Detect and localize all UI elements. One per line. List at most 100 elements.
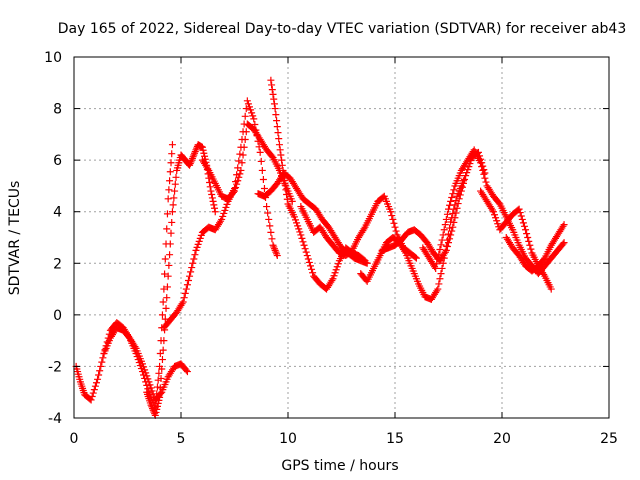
data-point xyxy=(450,218,458,226)
data-point xyxy=(276,146,284,154)
data-point xyxy=(97,362,105,370)
data-point xyxy=(217,217,225,225)
data-point xyxy=(332,266,340,274)
data-point xyxy=(142,378,150,386)
data-point xyxy=(168,150,176,158)
data-point xyxy=(274,129,282,137)
data-point xyxy=(295,225,303,233)
data-point xyxy=(169,201,177,209)
data-point xyxy=(197,231,205,239)
data-point xyxy=(137,365,145,373)
data-point xyxy=(103,338,111,346)
data-point xyxy=(183,281,191,289)
data-point xyxy=(243,97,251,105)
y-tick-label: 6 xyxy=(53,153,62,169)
data-point xyxy=(102,342,110,350)
data-point xyxy=(489,208,497,216)
data-point xyxy=(433,260,441,268)
data-point xyxy=(436,275,444,283)
data-point xyxy=(92,379,100,387)
data-point xyxy=(445,239,452,247)
data-point xyxy=(259,175,267,183)
data-point xyxy=(494,220,502,228)
data-point xyxy=(234,177,242,185)
data-point xyxy=(166,177,174,185)
data-point xyxy=(148,405,156,413)
data-point xyxy=(156,393,164,401)
data-point xyxy=(163,283,171,291)
data-point xyxy=(305,258,313,266)
data-point xyxy=(249,112,257,120)
data-point xyxy=(267,76,275,84)
data-point xyxy=(166,240,174,248)
data-point xyxy=(187,268,195,276)
data-point xyxy=(401,247,409,255)
data-point xyxy=(163,210,171,218)
data-point xyxy=(90,386,98,394)
data-point xyxy=(559,240,567,248)
data-point xyxy=(223,200,231,208)
data-point xyxy=(260,185,268,193)
data-point xyxy=(296,228,304,236)
data-point xyxy=(210,201,218,209)
data-point xyxy=(449,223,457,231)
data-point xyxy=(247,106,255,114)
data-point xyxy=(457,187,465,195)
data-point xyxy=(166,251,174,259)
data-point xyxy=(147,384,155,392)
data-point xyxy=(482,178,490,186)
data-point xyxy=(298,234,306,242)
data-point xyxy=(190,255,198,263)
data-point xyxy=(547,285,555,293)
data-point xyxy=(161,270,169,278)
series-sat-j xyxy=(378,148,489,265)
data-point xyxy=(518,215,526,223)
data-point xyxy=(277,151,285,159)
data-point xyxy=(188,154,196,162)
data-point xyxy=(179,298,187,306)
data-point xyxy=(235,157,243,165)
data-point xyxy=(520,222,528,230)
data-point xyxy=(156,384,164,392)
data-point xyxy=(265,215,273,223)
data-point xyxy=(448,227,456,235)
data-point xyxy=(437,241,445,249)
series-sat-l xyxy=(477,187,555,293)
data-point xyxy=(251,120,259,128)
data-point xyxy=(271,105,279,113)
data-point xyxy=(269,90,277,98)
data-point xyxy=(493,217,501,225)
data-point xyxy=(163,294,171,302)
data-point xyxy=(161,255,169,263)
data-point xyxy=(237,166,245,174)
data-point xyxy=(458,183,466,191)
data-point xyxy=(479,166,487,174)
plot-frame xyxy=(73,56,610,419)
axis-ticks: 0 5 10 15 20 25 -4 -2 0 2 4 6 8 10 xyxy=(44,50,618,447)
data-point xyxy=(360,256,368,264)
data-point xyxy=(245,103,253,111)
data-point xyxy=(291,216,299,224)
data-point xyxy=(389,215,397,223)
series-sat-b xyxy=(100,141,176,412)
data-point xyxy=(221,206,229,214)
data-point xyxy=(211,204,219,212)
data-point xyxy=(268,81,276,89)
y-tick-label: -2 xyxy=(48,359,62,375)
data-point xyxy=(219,212,227,220)
data-point xyxy=(201,152,209,160)
data-point xyxy=(167,159,175,167)
data-point xyxy=(523,230,531,238)
y-tick-label: 8 xyxy=(53,102,62,118)
data-point xyxy=(158,365,166,373)
data-point xyxy=(232,184,240,192)
data-point xyxy=(526,241,534,249)
data-point xyxy=(159,346,167,354)
data-point xyxy=(280,172,288,180)
data-point xyxy=(288,197,296,205)
data-point xyxy=(136,362,144,370)
data-point xyxy=(159,298,167,306)
data-point xyxy=(560,239,568,247)
data-point xyxy=(138,368,146,376)
data-point xyxy=(189,153,197,161)
